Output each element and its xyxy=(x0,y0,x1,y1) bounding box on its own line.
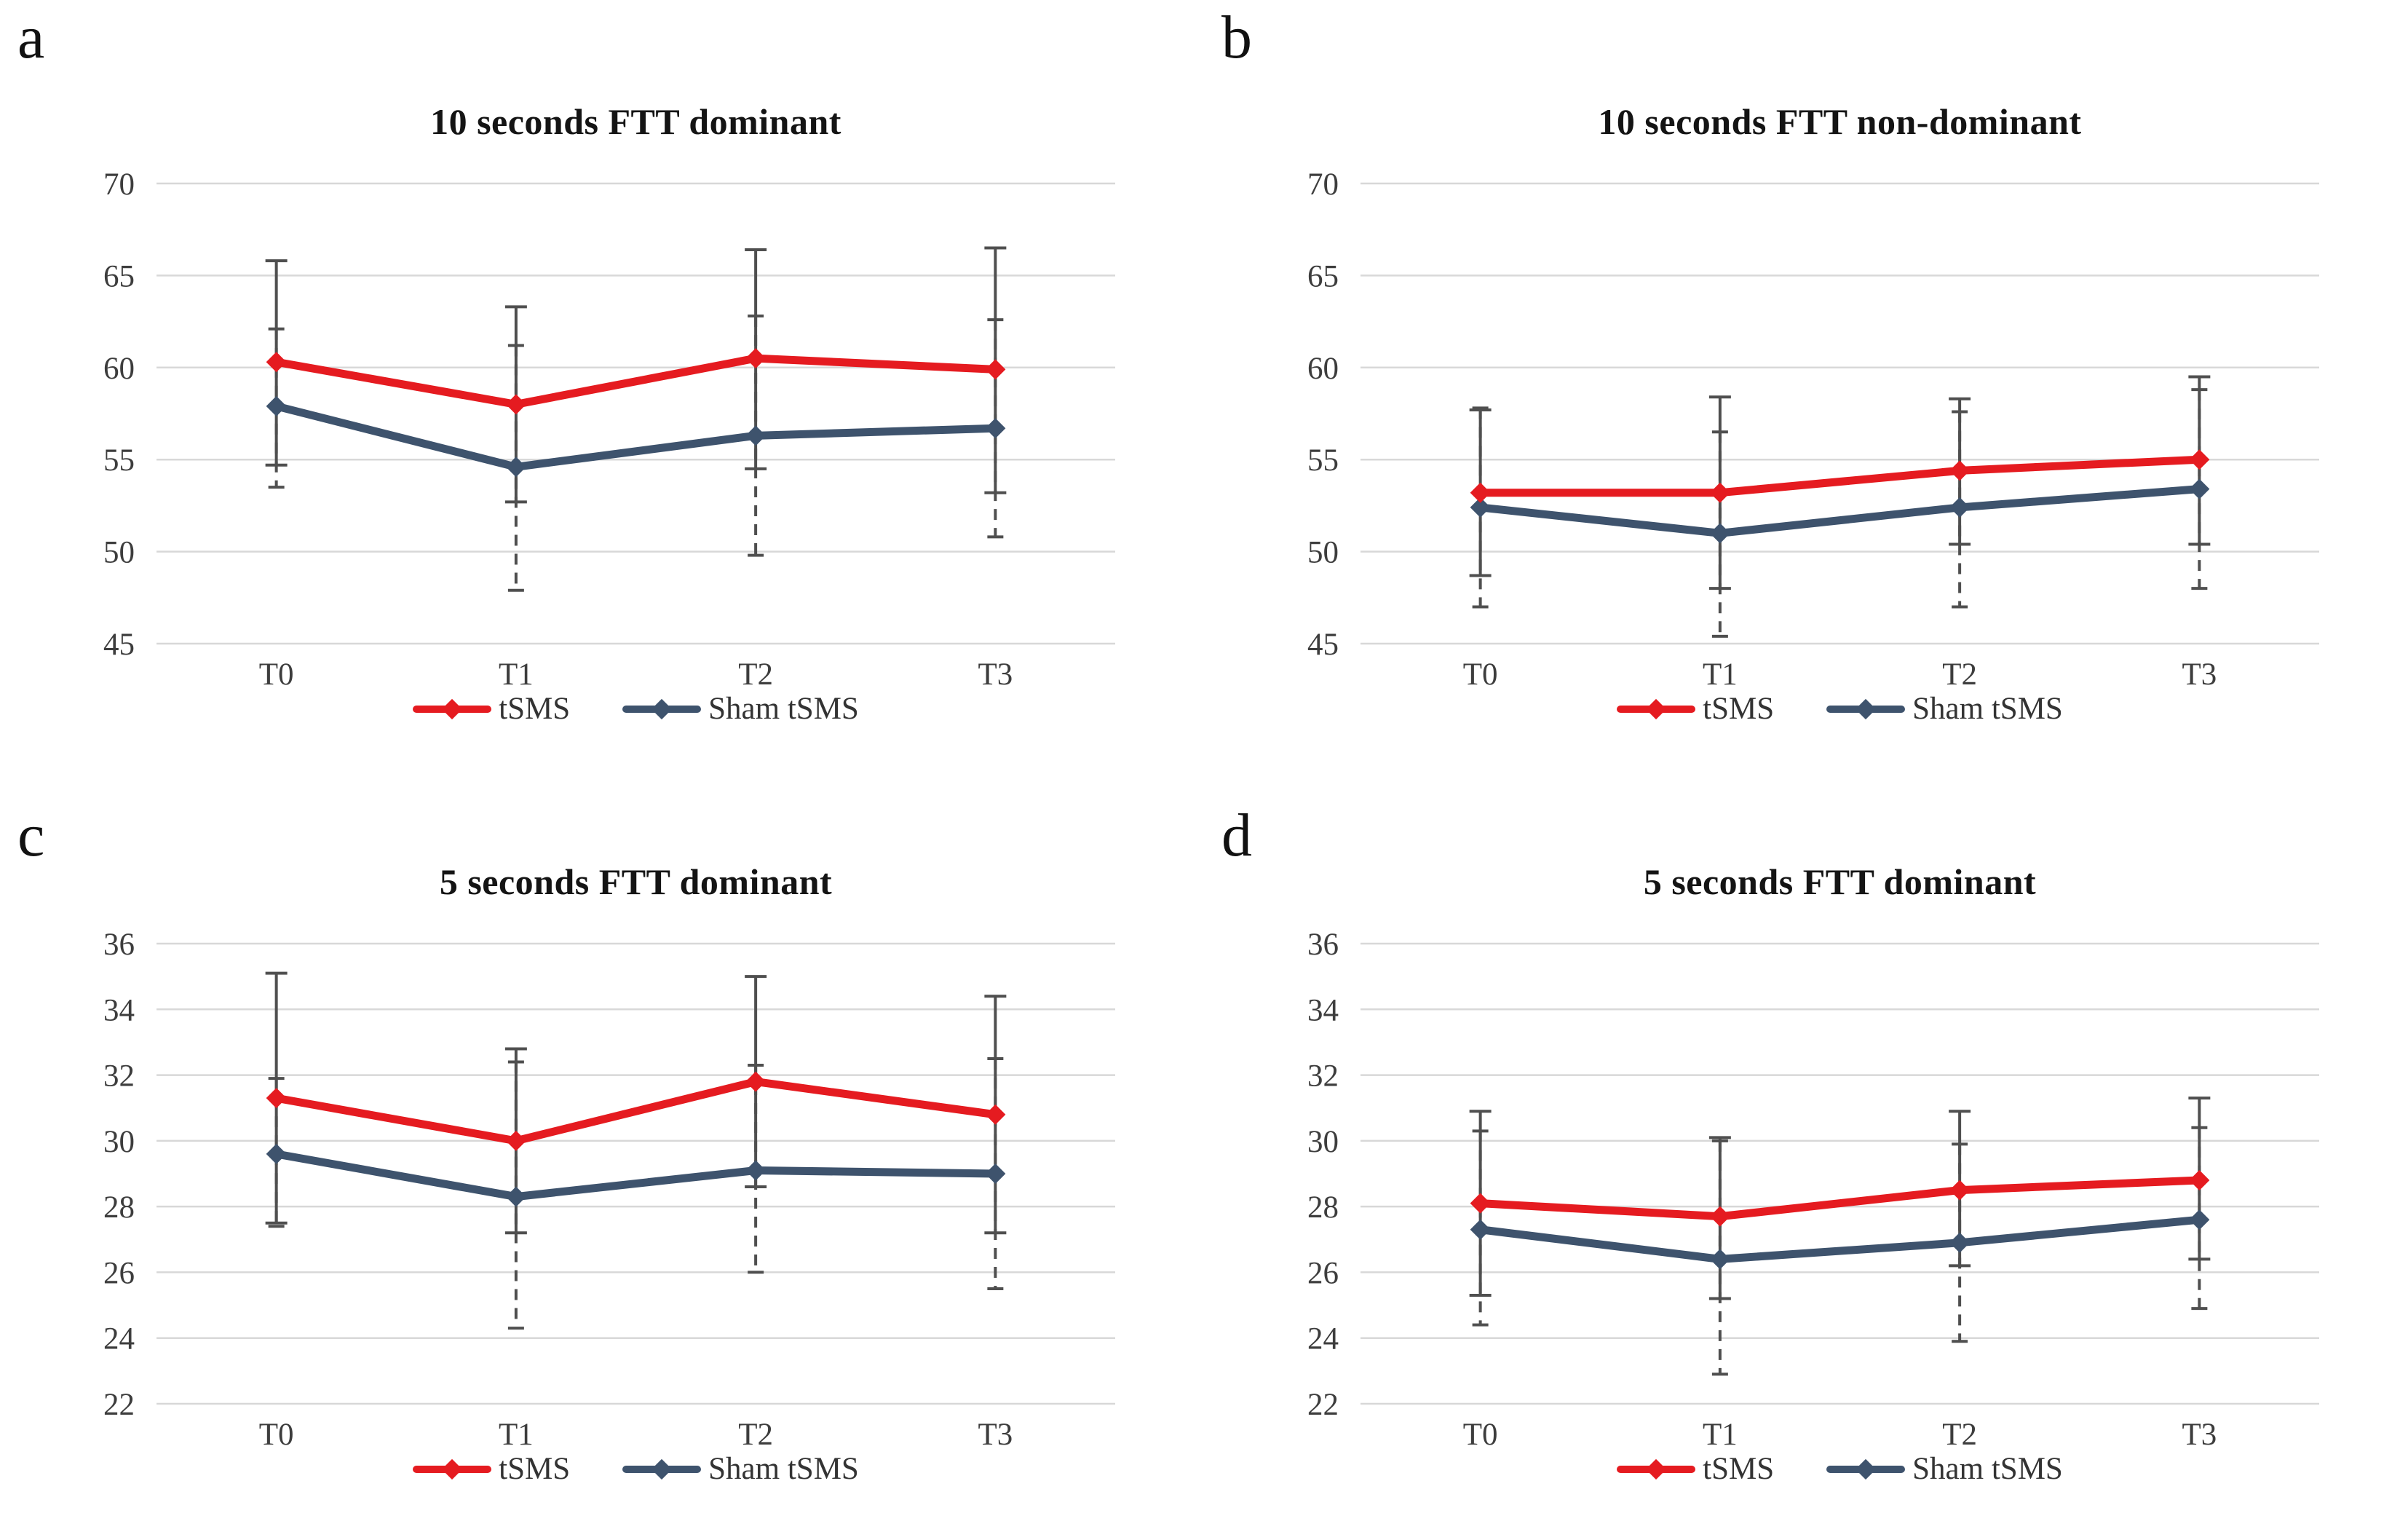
svg-text:50: 50 xyxy=(103,536,135,570)
chart-canvas: 45 50 55 60 65 70 T0 T1 T2 T3 xyxy=(103,167,1115,692)
legend-item-tsms: tSMS xyxy=(413,1453,570,1485)
svg-text:T2: T2 xyxy=(1942,657,1977,692)
svg-text:24: 24 xyxy=(1307,1322,1339,1356)
svg-text:34: 34 xyxy=(1307,993,1339,1027)
legend-label-sham: Sham tSMS xyxy=(1912,1452,2063,1486)
legend-item-tsms: tSMS xyxy=(1617,693,1774,724)
panel-a: a 10 seconds FTT dominant 45 50 55 60 65 70 T0… xyxy=(0,0,1204,760)
legend-label-sham: Sham tSMS xyxy=(708,692,859,726)
svg-text:T2: T2 xyxy=(1942,1418,1977,1452)
tsms-line-marker-icon xyxy=(1617,1458,1696,1479)
legend-item-sham: Sham tSMS xyxy=(622,693,859,724)
svg-text:30: 30 xyxy=(103,1125,135,1159)
tsms-line-marker-icon xyxy=(1617,698,1696,719)
chart-title: 5 seconds FTT dominant xyxy=(1643,861,2037,902)
svg-text:T2: T2 xyxy=(738,1418,773,1452)
svg-text:22: 22 xyxy=(1307,1388,1339,1422)
svg-text:28: 28 xyxy=(103,1190,135,1225)
panel-letter: d xyxy=(1221,802,1252,869)
svg-text:28: 28 xyxy=(1307,1190,1339,1225)
svg-text:T2: T2 xyxy=(738,657,773,692)
panel-c: c 5 seconds FTT dominant 22 24 26 28 30 32 34 3… xyxy=(0,760,1204,1520)
svg-text:T1: T1 xyxy=(1703,657,1738,692)
svg-text:T1: T1 xyxy=(499,657,534,692)
svg-text:55: 55 xyxy=(1307,443,1339,478)
svg-text:26: 26 xyxy=(103,1256,135,1290)
tsms-line-marker-icon xyxy=(413,1458,492,1479)
sham-line-marker-icon xyxy=(622,698,702,719)
legend: tSMS Sham tSMS xyxy=(1361,693,2319,724)
svg-text:70: 70 xyxy=(1307,167,1339,202)
chart-title: 5 seconds FTT dominant xyxy=(439,861,833,902)
svg-text:45: 45 xyxy=(103,628,135,662)
tsms-line-marker-icon xyxy=(413,698,492,719)
svg-text:32: 32 xyxy=(1307,1059,1339,1094)
svg-text:55: 55 xyxy=(103,443,135,478)
svg-text:T3: T3 xyxy=(978,657,1013,692)
svg-text:65: 65 xyxy=(1307,259,1339,293)
svg-text:22: 22 xyxy=(103,1388,135,1422)
sham-line-marker-icon xyxy=(1826,1458,1906,1479)
legend-label-sham: Sham tSMS xyxy=(708,1452,859,1486)
panel-letter: c xyxy=(17,802,45,869)
svg-text:60: 60 xyxy=(1307,352,1339,386)
legend-label-tsms: tSMS xyxy=(499,1452,571,1486)
svg-text:T3: T3 xyxy=(2182,1418,2217,1452)
svg-text:34: 34 xyxy=(103,993,135,1027)
legend-item-sham: Sham tSMS xyxy=(1826,693,2063,724)
chart-canvas: 45 50 55 60 65 70 T0 T1 T2 T3 xyxy=(1307,167,2319,692)
svg-text:50: 50 xyxy=(1307,536,1339,570)
panel-letter: a xyxy=(17,4,45,71)
svg-text:T1: T1 xyxy=(499,1418,534,1452)
chart-title: 10 seconds FTT non-dominant xyxy=(1598,101,2082,142)
svg-text:26: 26 xyxy=(1307,1256,1339,1290)
svg-text:36: 36 xyxy=(103,928,135,962)
panel-letter: b xyxy=(1221,4,1252,71)
chart-title: 10 seconds FTT dominant xyxy=(430,101,841,142)
svg-text:T0: T0 xyxy=(259,1418,294,1452)
chart-canvas: 22 24 26 28 30 32 34 36 T0 T1 T2 T3 xyxy=(103,928,1115,1452)
legend-label-tsms: tSMS xyxy=(1703,1452,1775,1486)
panel-b: b 10 seconds FTT non-dominant 45 50 55 60 65… xyxy=(1204,0,2408,760)
svg-text:T0: T0 xyxy=(1463,657,1498,692)
svg-text:T1: T1 xyxy=(1703,1418,1738,1452)
legend-item-tsms: tSMS xyxy=(1617,1453,1774,1485)
legend-item-sham: Sham tSMS xyxy=(1826,1453,2063,1485)
legend-item-tsms: tSMS xyxy=(413,693,570,724)
svg-text:T3: T3 xyxy=(2182,657,2217,692)
legend: tSMS Sham tSMS xyxy=(157,1453,1115,1485)
svg-text:T0: T0 xyxy=(1463,1418,1498,1452)
legend: tSMS Sham tSMS xyxy=(1361,1453,2319,1485)
svg-text:32: 32 xyxy=(103,1059,135,1094)
svg-text:65: 65 xyxy=(103,259,135,293)
svg-text:30: 30 xyxy=(1307,1125,1339,1159)
chart-canvas: 22 24 26 28 30 32 34 36 T0 T1 T2 T3 xyxy=(1307,928,2319,1452)
legend-item-sham: Sham tSMS xyxy=(622,1453,859,1485)
svg-text:70: 70 xyxy=(103,167,135,202)
svg-text:24: 24 xyxy=(103,1322,135,1356)
sham-line-marker-icon xyxy=(622,1458,702,1479)
sham-line-marker-icon xyxy=(1826,698,1906,719)
legend-label-sham: Sham tSMS xyxy=(1912,692,2063,726)
legend-label-tsms: tSMS xyxy=(1703,692,1775,726)
svg-text:60: 60 xyxy=(103,352,135,386)
svg-text:T3: T3 xyxy=(978,1418,1013,1452)
svg-text:T0: T0 xyxy=(259,657,294,692)
svg-text:45: 45 xyxy=(1307,628,1339,662)
svg-text:36: 36 xyxy=(1307,928,1339,962)
panel-d: d 5 seconds FTT dominant 22 24 26 28 30 32 34 3… xyxy=(1204,760,2408,1520)
legend: tSMS Sham tSMS xyxy=(157,693,1115,724)
legend-label-tsms: tSMS xyxy=(499,692,571,726)
